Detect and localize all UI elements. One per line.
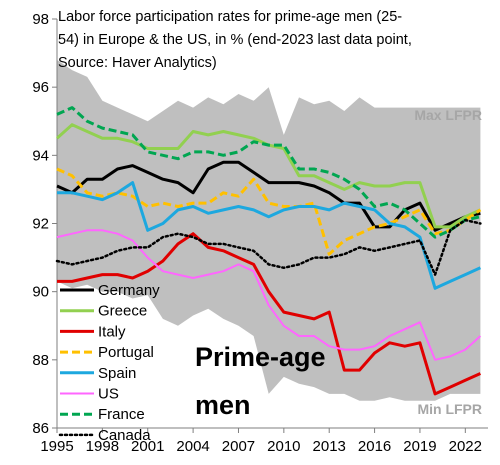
prime-age-men-annotation: Prime-age men [195,342,326,420]
y-tick-label: 94 [32,147,49,164]
x-tick-label: 1998 [86,438,119,455]
series-line-canada [55,218,482,276]
legend-item-italy: Italy [60,323,126,340]
legend-item-canada: Canada [58,427,151,444]
y-tick-label: 88 [32,352,49,369]
x-tick-label: 2010 [267,438,300,455]
series-line-spain [57,181,482,290]
legend-label: France [98,406,145,423]
x-tick-label: 2016 [358,438,391,455]
y-tick-label: 96 [32,79,49,96]
x-tick-label: 2013 [313,438,346,455]
x-tick-label: 2019 [403,438,436,455]
y-tick-label: 92 [32,216,49,233]
legend-label: Portugal [98,344,154,361]
x-tick-label: 2007 [222,438,255,455]
min-lfpr-label: Min LFPR [417,401,482,417]
legend-item-us: US [60,386,119,403]
legend-item-greece: Greece [60,303,147,320]
legend-item-portugal: Portugal [60,344,154,361]
series-line-us [56,229,482,361]
y-tick-label: 98 [32,11,49,28]
legend: Germany Greece Italy Portugal Spain US France C… [58,282,160,444]
max-lfpr-label: Max LFPR [414,107,482,123]
axes: 86 88 90 92 94 96 98 1995 1998 2001 2004 2007 2010 20… [32,11,488,455]
x-tick-label: 2022 [449,438,482,455]
y-tick-label: 86 [32,420,49,437]
chart-title: Labor force participation rates for prim… [58,9,412,71]
chart-title-line-1: Labor force participation rates for prim… [58,9,402,25]
legend-item-france: France [60,406,145,423]
series-line-germany [56,160,481,232]
series-line-italy [57,232,482,396]
series-lines [55,106,482,396]
annotation-line-1: Prime-age [195,342,326,372]
chart-title-line-3: Source: Haver Analytics) [58,55,217,71]
y-tick-label: 90 [32,284,49,301]
legend-label: Italy [98,323,126,340]
x-tick-label: 2001 [131,438,164,455]
legend-label: US [98,386,119,403]
band-area [57,59,481,401]
chart-title-line-2: 54) in Europe & the US, in % (end-2023 l… [58,32,412,48]
annotation-line-2: men [195,390,251,420]
legend-label: Germany [98,282,160,299]
x-tick-label: 1995 [40,438,73,455]
legend-item-spain: Spain [60,365,136,382]
x-tick-label: 2004 [176,438,209,455]
legend-item-germany: Germany [60,282,160,299]
legend-label: Spain [98,365,136,382]
lfpr-range-band [57,59,481,401]
series-line-france [56,106,481,239]
legend-label: Greece [98,303,147,320]
legend-label: Canada [98,427,151,444]
